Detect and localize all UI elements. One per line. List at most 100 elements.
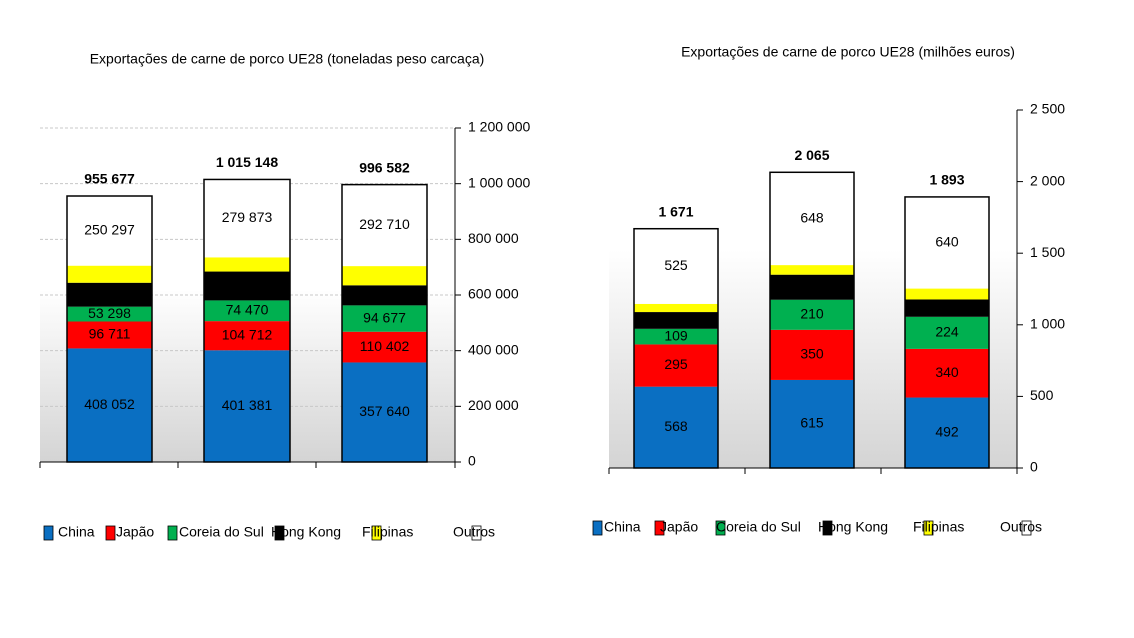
- total-label: 2 065: [794, 147, 829, 163]
- bar-segment: [342, 184, 427, 267]
- legend-swatch: [822, 520, 833, 536]
- bar-outline: [769, 171, 855, 469]
- y-tick-label: 0: [468, 453, 476, 469]
- data-label: 401 381: [222, 397, 273, 413]
- data-label: 74 470: [226, 301, 269, 317]
- data-label: 357 640: [359, 403, 410, 419]
- data-label: 525: [664, 257, 688, 273]
- legend-swatch: [274, 525, 285, 541]
- bar-segment: [67, 265, 152, 283]
- data-label: 568: [664, 418, 688, 434]
- bar-segment: [67, 282, 152, 307]
- chart-title: Exportações de carne de porco UE28 (milh…: [681, 44, 1015, 60]
- legend-label: Filipinas: [362, 524, 413, 540]
- legend-label: Japão: [116, 524, 154, 540]
- y-tick-label: 2 000: [1030, 172, 1065, 188]
- data-label: 648: [800, 209, 824, 225]
- y-tick-label: 1 500: [1030, 244, 1065, 260]
- bar-segment: [634, 386, 718, 468]
- bar-outline: [203, 178, 291, 463]
- legend-label: Hong Kong: [271, 524, 341, 540]
- bar-segment: [204, 257, 290, 272]
- y-tick-label: 500: [1030, 387, 1054, 403]
- y-tick-label: 800 000: [468, 230, 519, 246]
- bar-segment: [67, 321, 152, 349]
- total-label: 1 015 148: [216, 154, 278, 170]
- bar-segment: [905, 397, 989, 468]
- bar-segment: [634, 312, 718, 329]
- y-tick-label: 0: [1030, 459, 1038, 475]
- bar-segment: [342, 285, 427, 306]
- bar-segment: [770, 172, 854, 266]
- legend-label: China: [604, 519, 641, 535]
- bar-segment: [905, 299, 989, 317]
- legend-label: Filipinas: [913, 519, 964, 535]
- data-label: 175: [800, 278, 824, 294]
- bar-segment: [342, 362, 427, 462]
- legend-label: Outros: [453, 524, 495, 540]
- bar-segment: [204, 271, 290, 301]
- data-label: 109: [664, 327, 688, 343]
- data-label: 110 402: [360, 338, 410, 354]
- legend-swatch: [654, 520, 665, 536]
- legend-swatch: [167, 525, 178, 541]
- legend-swatch: [105, 525, 116, 541]
- bar-segment: [342, 266, 427, 286]
- bar-segment: [770, 265, 854, 275]
- legend-swatch: [715, 520, 726, 536]
- bar-segment: [634, 228, 718, 304]
- bar-outline: [904, 196, 990, 469]
- bar-segment: [67, 348, 152, 462]
- data-label: 250 297: [84, 222, 135, 238]
- data-label: 640: [935, 233, 959, 249]
- bar-outline: [66, 195, 153, 463]
- data-label: 292 710: [359, 216, 410, 232]
- bar-segment: [905, 288, 989, 300]
- bar-segment: [342, 331, 427, 363]
- total-label: 1 893: [929, 172, 964, 188]
- data-label: 94 677: [363, 309, 406, 325]
- data-label: 224: [935, 324, 959, 340]
- bar-segment: [770, 274, 854, 300]
- legend-swatch: [43, 525, 54, 541]
- bar-segment: [204, 350, 290, 462]
- bar-segment: [204, 179, 290, 258]
- legend-label: Coreia do Sul: [179, 524, 264, 540]
- data-label: 96 711: [89, 326, 131, 342]
- bar-segment: [905, 316, 989, 349]
- data-label: 492: [935, 423, 959, 439]
- legend-label: China: [58, 524, 95, 540]
- y-tick-label: 1 000 000: [468, 174, 530, 190]
- total-label: 1 671: [658, 203, 693, 219]
- y-tick-label: 600 000: [468, 286, 519, 302]
- total-label: 996 582: [359, 159, 410, 175]
- data-label: 408 052: [84, 396, 135, 412]
- y-tick-label: 400 000: [468, 341, 519, 357]
- legend-label: Japão: [660, 519, 698, 535]
- data-label: 121: [935, 299, 959, 315]
- bar-segment: [204, 321, 290, 351]
- bar-segment: [905, 348, 989, 398]
- total-label: 955 677: [84, 171, 135, 187]
- data-label: 210: [800, 305, 824, 321]
- legend-swatch: [471, 525, 482, 541]
- bar-segment: [905, 196, 989, 289]
- legend-label: Hong Kong: [818, 519, 888, 535]
- bar-segment: [342, 305, 427, 332]
- legend-swatch: [1021, 520, 1032, 536]
- bar-segment: [634, 303, 718, 313]
- bar-segment: [67, 196, 152, 266]
- data-label: 615: [800, 415, 824, 431]
- chart-title: Exportações de carne de porco UE28 (tone…: [90, 51, 485, 67]
- legend-swatch: [592, 520, 603, 536]
- bar-segment: [770, 299, 854, 330]
- data-label: 340: [935, 364, 959, 380]
- bar-segment: [770, 329, 854, 380]
- y-tick-label: 200 000: [468, 397, 519, 413]
- data-label: 350: [800, 346, 824, 362]
- bar-outline: [633, 227, 719, 469]
- data-label: 53 298: [88, 305, 131, 321]
- data-label: 117: [665, 311, 688, 327]
